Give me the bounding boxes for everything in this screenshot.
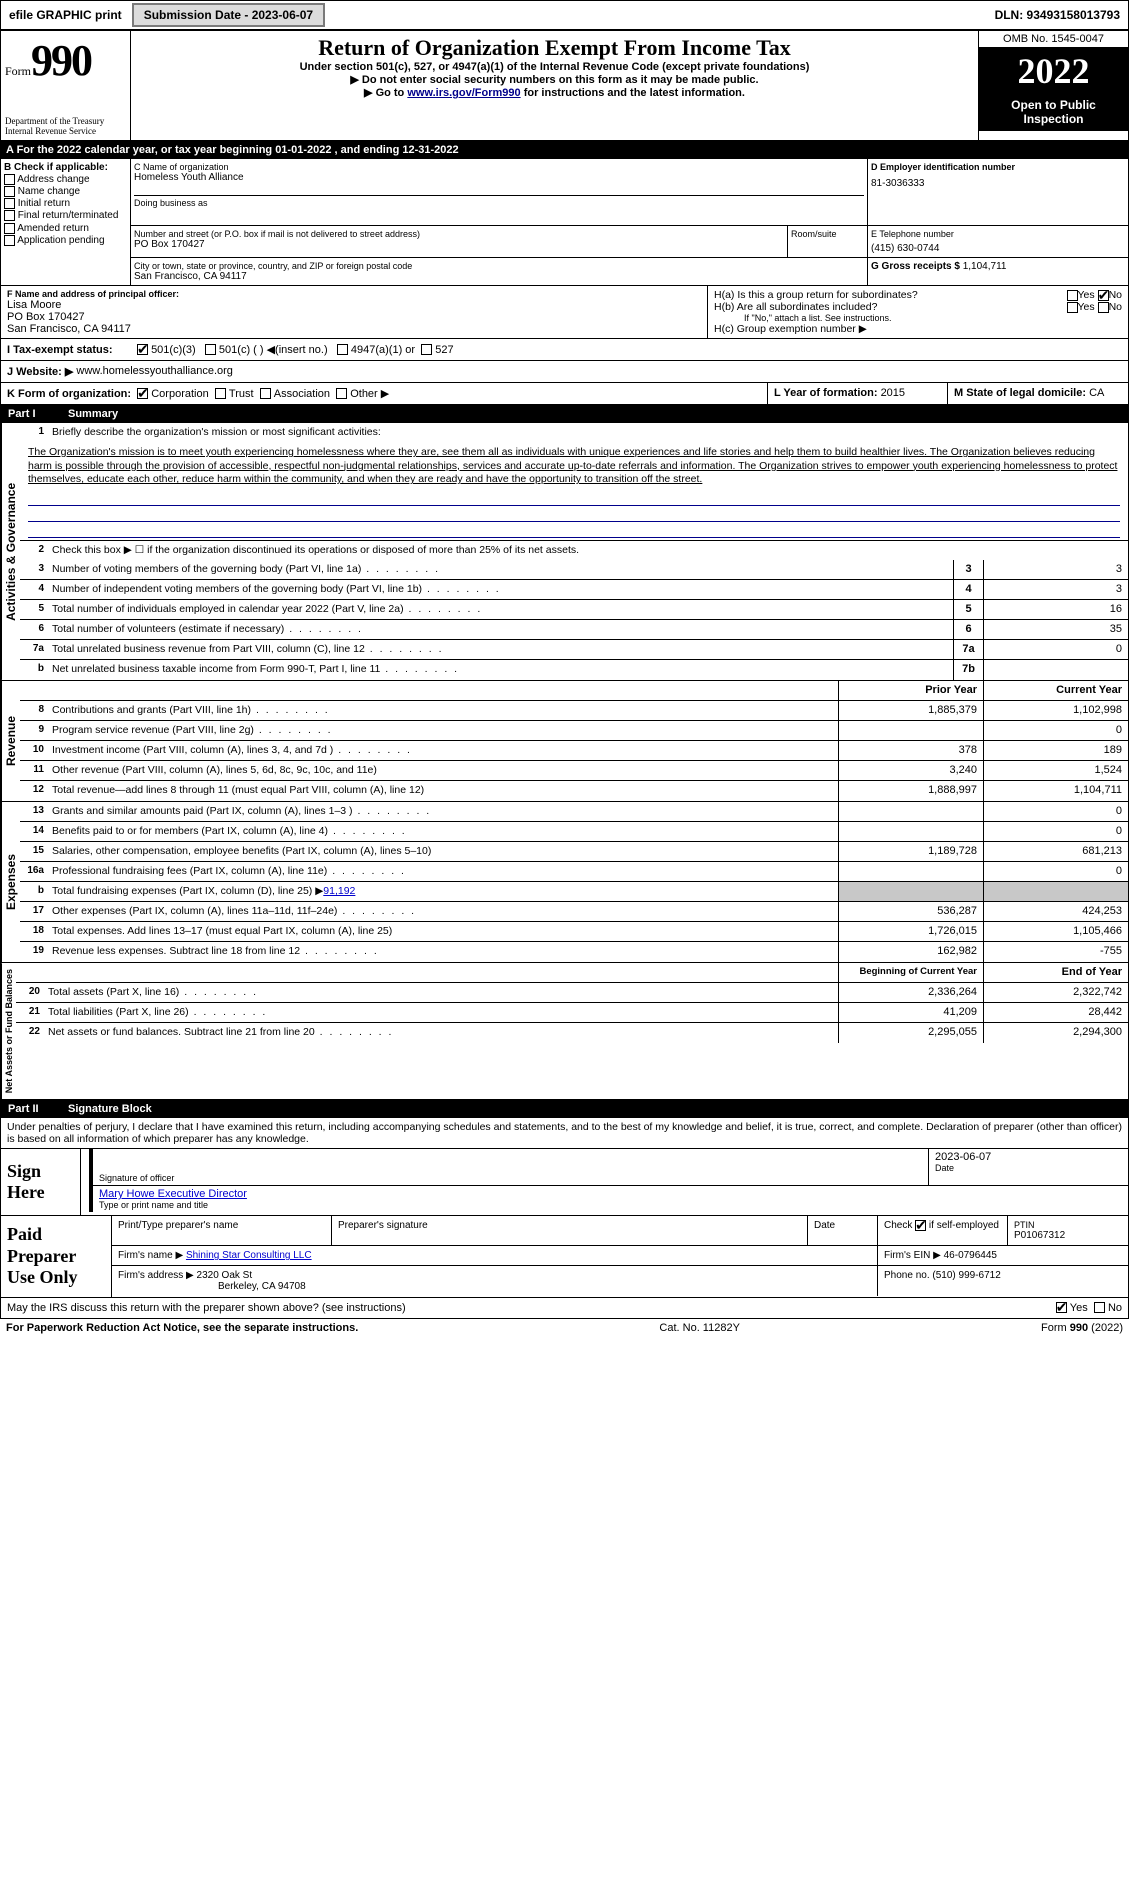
dba-label: Doing business as: [134, 195, 864, 208]
phone-value: (415) 630-0744: [871, 243, 1125, 254]
checkbox-association[interactable]: [260, 388, 271, 399]
checkbox-amended-return[interactable]: Amended return: [4, 223, 127, 234]
box-h: H(a) Is this a group return for subordin…: [708, 286, 1128, 338]
checkbox-initial-return[interactable]: Initial return: [4, 198, 127, 209]
val-7a: 0: [983, 640, 1128, 659]
box-b-label: B Check if applicable:: [4, 162, 127, 173]
form-subtitle-1: Under section 501(c), 527, or 4947(a)(1)…: [135, 61, 974, 73]
sign-date: 2023-06-07: [935, 1151, 1122, 1163]
submission-date-button[interactable]: Submission Date - 2023-06-07: [132, 3, 325, 27]
period-row: A For the 2022 calendar year, or tax yea…: [0, 141, 1129, 159]
checkbox-self-employed[interactable]: [915, 1220, 926, 1231]
dept-label: Department of the Treasury: [5, 116, 126, 126]
tax-year: 2022: [979, 48, 1128, 94]
street-label: Number and street (or P.O. box if mail i…: [134, 229, 784, 239]
checkbox-corporation[interactable]: [137, 388, 148, 399]
f-h-row: F Name and address of principal officer:…: [0, 286, 1129, 339]
identity-grid: B Check if applicable: Address change Na…: [0, 159, 1129, 286]
vtab-net-assets: Net Assets or Fund Balances: [1, 963, 16, 1099]
checkbox-discuss-no[interactable]: [1094, 1302, 1105, 1313]
vtab-expenses: Expenses: [1, 802, 20, 962]
website-value: www.homelessyouthalliance.org: [76, 365, 233, 378]
officer-name: Lisa Moore: [7, 299, 701, 311]
checkbox-discuss-yes[interactable]: [1056, 1302, 1067, 1313]
checkbox-527[interactable]: [421, 344, 432, 355]
revenue-section: Revenue Prior YearCurrent Year 8Contribu…: [0, 681, 1129, 802]
val-7b: [983, 660, 1128, 680]
vtab-revenue: Revenue: [1, 681, 20, 801]
checkbox-hb-yes[interactable]: [1067, 302, 1078, 313]
efile-label: efile GRAPHIC print: [1, 5, 130, 25]
city-label: City or town, state or province, country…: [134, 261, 864, 271]
expenses-section: Expenses 13Grants and similar amounts pa…: [0, 802, 1129, 963]
officer-addr1: PO Box 170427: [7, 311, 701, 323]
discuss-row: May the IRS discuss this return with the…: [0, 1298, 1129, 1319]
form-subtitle-2: ▶ Do not enter social security numbers o…: [135, 73, 974, 86]
street-value: PO Box 170427: [134, 239, 784, 250]
box-j: J Website: ▶ www.homelessyouthalliance.o…: [0, 361, 1129, 383]
part-1-header: Part I Summary: [0, 405, 1129, 423]
checkbox-trust[interactable]: [215, 388, 226, 399]
box-klm: K Form of organization: Corporation Trus…: [0, 383, 1129, 405]
sign-here-label: Sign Here: [1, 1149, 81, 1215]
checkbox-address-change[interactable]: Address change: [4, 174, 127, 185]
mission-text: The Organization's mission is to meet yo…: [20, 443, 1128, 490]
form-title: Return of Organization Exempt From Incom…: [135, 35, 974, 61]
irs-link[interactable]: www.irs.gov/Form990: [407, 87, 520, 99]
open-public-label: Open to Public Inspection: [979, 94, 1128, 131]
vtab-activities: Activities & Governance: [1, 423, 20, 680]
checkbox-final-return[interactable]: Final return/terminated: [4, 210, 127, 221]
box-i: I Tax-exempt status: 501(c)(3) 501(c) ( …: [0, 339, 1129, 361]
box-k: K Form of organization: Corporation Trus…: [1, 383, 768, 404]
org-name: Homeless Youth Alliance: [134, 172, 864, 183]
footer: For Paperwork Reduction Act Notice, see …: [0, 1319, 1129, 1337]
form-number-block: Form990 Department of the Treasury Inter…: [1, 31, 131, 140]
checkbox-name-change[interactable]: Name change: [4, 186, 127, 197]
checkbox-ha-yes[interactable]: [1067, 290, 1078, 301]
form-year-block: OMB No. 1545-0047 2022 Open to Public In…: [978, 31, 1128, 140]
form-word: Form: [5, 64, 31, 78]
val-6: 35: [983, 620, 1128, 639]
checkbox-501c3[interactable]: [137, 344, 148, 355]
irs-label: Internal Revenue Service: [5, 126, 126, 136]
form-header: Form990 Department of the Treasury Inter…: [0, 30, 1129, 141]
form-subtitle-3: ▶ Go to www.irs.gov/Form990 for instruct…: [135, 86, 974, 99]
paid-preparer-block: Paid Preparer Use Only Print/Type prepar…: [0, 1216, 1129, 1298]
perjury-text: Under penalties of perjury, I declare th…: [0, 1118, 1129, 1149]
top-header: efile GRAPHIC print Submission Date - 20…: [0, 0, 1129, 30]
phone-label: E Telephone number: [871, 229, 1125, 239]
room-label: Room/suite: [791, 229, 864, 239]
paid-preparer-label: Paid Preparer Use Only: [1, 1216, 111, 1297]
val-4: 3: [983, 580, 1128, 599]
checkbox-4947[interactable]: [337, 344, 348, 355]
gross-receipts: G Gross receipts $ 1,104,711: [871, 261, 1125, 272]
officer-addr2: San Francisco, CA 94117: [7, 323, 701, 335]
activities-governance-section: Activities & Governance 1Briefly describ…: [0, 423, 1129, 681]
ein-value: 81-3036333: [871, 178, 1125, 189]
box-c-d: C Name of organization Homeless Youth Al…: [131, 159, 1128, 285]
box-b: B Check if applicable: Address change Na…: [1, 159, 131, 285]
net-assets-section: Net Assets or Fund Balances Beginning of…: [0, 963, 1129, 1100]
val-3: 3: [983, 560, 1128, 579]
checkbox-hb-no[interactable]: [1098, 302, 1109, 313]
form-title-block: Return of Organization Exempt From Incom…: [131, 31, 978, 140]
box-f: F Name and address of principal officer:…: [1, 286, 708, 338]
city-value: San Francisco, CA 94117: [134, 271, 864, 282]
org-name-label: C Name of organization: [134, 162, 864, 172]
checkbox-application-pending[interactable]: Application pending: [4, 235, 127, 246]
officer-print-name: Mary Howe Executive Director: [99, 1188, 1122, 1200]
firm-name[interactable]: Shining Star Consulting LLC: [186, 1250, 312, 1261]
form-number: 990: [31, 36, 91, 85]
box-m: M State of legal domicile: CA: [948, 383, 1128, 404]
checkbox-501c[interactable]: [205, 344, 216, 355]
part-2-header: Part II Signature Block: [0, 1100, 1129, 1118]
checkbox-ha-no[interactable]: [1098, 290, 1109, 301]
checkbox-other[interactable]: [336, 388, 347, 399]
ein-label: D Employer identification number: [871, 162, 1125, 172]
dln-label: DLN: 93493158013793: [987, 5, 1128, 25]
box-l: L Year of formation: 2015: [768, 383, 948, 404]
omb-number: OMB No. 1545-0047: [979, 31, 1128, 48]
val-5: 16: [983, 600, 1128, 619]
sign-here-block: Sign Here Signature of officer 2023-06-0…: [0, 1149, 1129, 1216]
